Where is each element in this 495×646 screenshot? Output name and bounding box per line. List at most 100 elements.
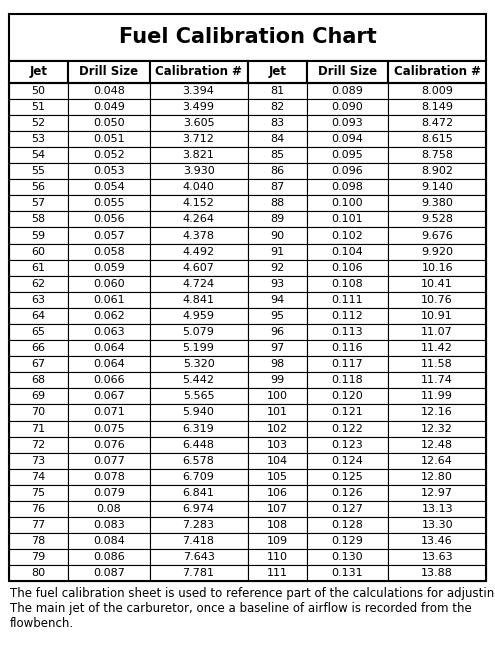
Text: 0.058: 0.058 bbox=[93, 247, 125, 256]
Text: 0.071: 0.071 bbox=[93, 408, 125, 417]
Text: 5.940: 5.940 bbox=[183, 408, 214, 417]
Text: 13.46: 13.46 bbox=[421, 536, 453, 546]
Text: 80: 80 bbox=[32, 568, 46, 578]
Bar bbox=[388, 227, 486, 244]
Bar bbox=[307, 147, 388, 163]
Text: 0.08: 0.08 bbox=[97, 504, 121, 514]
Text: 0.102: 0.102 bbox=[332, 231, 363, 240]
Bar bbox=[9, 115, 68, 131]
Text: 87: 87 bbox=[270, 182, 284, 193]
Text: 0.122: 0.122 bbox=[332, 424, 363, 433]
Text: 12.97: 12.97 bbox=[421, 488, 453, 498]
Bar bbox=[68, 195, 149, 211]
Text: 8.149: 8.149 bbox=[421, 102, 453, 112]
Text: 61: 61 bbox=[32, 263, 46, 273]
Bar bbox=[149, 421, 248, 437]
Bar bbox=[149, 195, 248, 211]
Text: 0.063: 0.063 bbox=[93, 327, 125, 337]
Bar bbox=[248, 501, 307, 517]
Text: 3.930: 3.930 bbox=[183, 166, 214, 176]
Bar bbox=[9, 83, 486, 581]
Text: 7.781: 7.781 bbox=[183, 568, 214, 578]
Text: 10.16: 10.16 bbox=[421, 263, 453, 273]
Text: 0.051: 0.051 bbox=[93, 134, 125, 144]
Bar bbox=[149, 276, 248, 292]
Text: 0.118: 0.118 bbox=[332, 375, 363, 385]
Bar bbox=[149, 179, 248, 195]
Bar bbox=[9, 147, 68, 163]
Bar bbox=[9, 61, 68, 83]
Bar bbox=[307, 324, 388, 340]
Text: 0.056: 0.056 bbox=[93, 214, 125, 224]
Text: 0.111: 0.111 bbox=[332, 295, 363, 305]
Bar bbox=[9, 308, 68, 324]
Text: 94: 94 bbox=[270, 295, 284, 305]
Bar bbox=[68, 340, 149, 356]
Text: 11.07: 11.07 bbox=[421, 327, 453, 337]
Text: 0.079: 0.079 bbox=[93, 488, 125, 498]
Bar bbox=[9, 565, 68, 581]
Text: 76: 76 bbox=[32, 504, 46, 514]
Bar bbox=[149, 517, 248, 533]
Bar bbox=[307, 244, 388, 260]
Bar bbox=[149, 453, 248, 469]
Text: 57: 57 bbox=[32, 198, 46, 209]
Text: 0.060: 0.060 bbox=[93, 279, 125, 289]
Text: 5.442: 5.442 bbox=[183, 375, 214, 385]
Bar bbox=[388, 356, 486, 372]
Bar bbox=[307, 99, 388, 115]
Text: 9.528: 9.528 bbox=[421, 214, 453, 224]
Text: 84: 84 bbox=[270, 134, 284, 144]
Text: 0.124: 0.124 bbox=[332, 455, 363, 466]
Bar bbox=[248, 340, 307, 356]
Text: 0.054: 0.054 bbox=[93, 182, 125, 193]
Bar bbox=[388, 388, 486, 404]
Bar bbox=[388, 549, 486, 565]
Bar bbox=[388, 533, 486, 549]
Bar bbox=[149, 485, 248, 501]
Bar bbox=[248, 404, 307, 421]
Text: 81: 81 bbox=[270, 86, 284, 96]
Bar bbox=[388, 469, 486, 485]
Bar bbox=[388, 195, 486, 211]
Bar bbox=[9, 163, 68, 179]
Text: 108: 108 bbox=[267, 520, 288, 530]
Text: 0.117: 0.117 bbox=[332, 359, 363, 370]
Bar bbox=[248, 227, 307, 244]
Text: 107: 107 bbox=[267, 504, 288, 514]
Text: 0.087: 0.087 bbox=[93, 568, 125, 578]
Bar bbox=[307, 421, 388, 437]
Text: 0.078: 0.078 bbox=[93, 472, 125, 482]
Bar bbox=[248, 517, 307, 533]
Text: 8.615: 8.615 bbox=[421, 134, 453, 144]
Text: 68: 68 bbox=[32, 375, 46, 385]
Bar bbox=[307, 292, 388, 308]
Text: 4.841: 4.841 bbox=[183, 295, 214, 305]
Text: 93: 93 bbox=[270, 279, 284, 289]
Text: 77: 77 bbox=[32, 520, 46, 530]
Text: 53: 53 bbox=[32, 134, 46, 144]
Bar bbox=[388, 131, 486, 147]
Text: 70: 70 bbox=[32, 408, 46, 417]
Text: 4.264: 4.264 bbox=[183, 214, 214, 224]
Text: 4.040: 4.040 bbox=[183, 182, 214, 193]
Bar bbox=[388, 501, 486, 517]
Bar bbox=[9, 131, 68, 147]
Text: 4.152: 4.152 bbox=[183, 198, 214, 209]
Text: 3.712: 3.712 bbox=[183, 134, 214, 144]
Text: 11.74: 11.74 bbox=[421, 375, 453, 385]
Bar bbox=[149, 404, 248, 421]
Bar bbox=[149, 99, 248, 115]
Bar bbox=[248, 421, 307, 437]
Text: 0.055: 0.055 bbox=[93, 198, 125, 209]
Text: 79: 79 bbox=[32, 552, 46, 562]
Text: 12.16: 12.16 bbox=[421, 408, 453, 417]
Bar bbox=[9, 517, 68, 533]
Bar bbox=[149, 437, 248, 453]
Text: 0.127: 0.127 bbox=[332, 504, 363, 514]
Bar bbox=[388, 453, 486, 469]
Bar bbox=[68, 244, 149, 260]
Text: 9.676: 9.676 bbox=[421, 231, 453, 240]
Bar bbox=[68, 227, 149, 244]
Text: 72: 72 bbox=[32, 440, 46, 450]
